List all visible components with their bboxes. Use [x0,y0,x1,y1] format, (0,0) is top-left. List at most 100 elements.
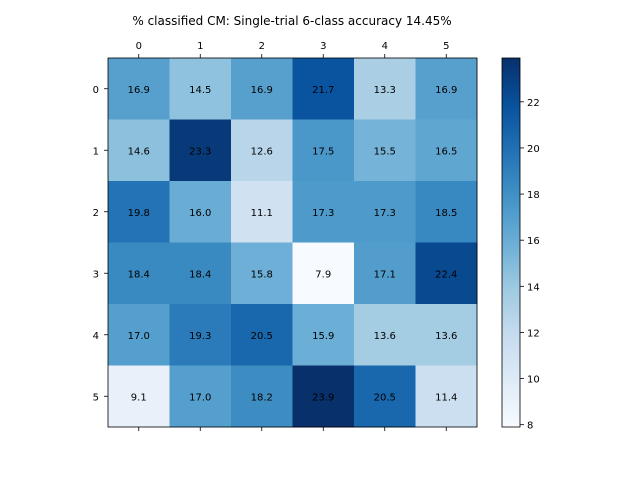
heatmap-cell [415,242,478,305]
cell-value-label: 17.5 [312,146,334,157]
cell-value-label: 16.5 [435,146,457,157]
colorbar-tick-label: 10 [527,375,540,386]
cell-value-label: 15.9 [312,331,334,342]
cell-value-label: 21.7 [312,85,334,96]
colorbar-ticks: 8 10 12 14 16 18 20 22 [520,98,540,432]
y-tick-label: 4 [93,331,99,342]
heatmap-cell [108,119,170,182]
cell-value-label: 17.3 [374,208,396,219]
y-axis-ticks: 0 1 2 3 4 5 [93,85,108,403]
heatmap-cell [354,181,416,243]
heatmap-cell [354,304,416,366]
cell-value-label: 11.4 [435,392,457,403]
cell-value-label: 17.0 [128,331,150,342]
x-tick-label: 1 [197,41,203,52]
cell-value-label: 9.1 [131,392,147,403]
cell-value-label: 18.2 [251,392,273,403]
heatmap-cell [231,119,293,182]
cell-value-label: 18.4 [128,269,150,280]
heatmap-cell [169,58,232,120]
colorbar: 8 10 12 14 16 18 20 22 [501,57,540,432]
heatmap-cell [292,242,355,305]
cell-value-label: 22.4 [435,269,457,280]
y-tick-label: 1 [93,146,99,157]
heatmap-cell [415,181,478,243]
cell-value-label: 14.5 [189,85,211,96]
colorbar-tick-label: 14 [527,282,540,293]
cell-value-label: 16.0 [189,208,211,219]
heatmap-cell [415,58,478,120]
heatmap-cell [292,119,355,182]
heatmap-cell [169,242,232,305]
heatmap-cell [108,365,170,428]
heatmap-cell [354,242,416,305]
heatmap-cell [169,304,232,366]
x-tick-label: 2 [259,41,265,52]
cell-value-label: 12.6 [251,146,273,157]
heatmap-cell [292,365,355,428]
cell-value-label: 18.5 [435,208,457,219]
heatmap-cell [169,181,232,243]
y-tick-label: 0 [93,85,99,96]
heatmap-cell [108,304,170,366]
cell-value-label: 17.0 [189,392,211,403]
cell-value-label: 23.3 [189,146,211,157]
heatmap-cell [292,181,355,243]
heatmap-cell [108,181,170,243]
heatmap-cell [415,119,478,182]
chart-title: % classified CM: Single-trial 6-class ac… [132,14,451,28]
heatmap-cell [169,365,232,428]
heatmap-cell [108,58,170,120]
x-tick-label: 3 [320,41,326,52]
cell-value-label: 19.3 [189,331,211,342]
colorbar-tick-label: 8 [527,421,533,432]
cell-value-label: 19.8 [128,208,150,219]
x-tick-label: 4 [382,41,388,52]
plot-frame [107,57,478,428]
heatmap-cell [415,304,478,366]
cell-value-label: 17.3 [312,208,334,219]
heatmap-cell [231,365,293,428]
heatmap-cell [231,181,293,243]
cell-value-label: 16.9 [251,85,273,96]
cell-value-label: 15.5 [374,146,396,157]
heatmap-cell [354,58,416,120]
colorbar-tick-label: 12 [527,328,540,339]
heatmap-cell [231,58,293,120]
cell-value-label: 13.3 [374,85,396,96]
heatmap-cell [231,242,293,305]
x-tick-label: 5 [443,41,449,52]
heatmap-cell [292,304,355,366]
x-axis-ticks: 0 1 2 3 4 5 [136,41,449,431]
heatmap-cell [292,58,355,120]
heatmap-cell [231,304,293,366]
heatmap-cell [354,119,416,182]
cell-value-label: 20.5 [251,331,273,342]
y-tick-label: 3 [93,269,99,280]
cell-value-label: 23.9 [312,392,334,403]
heatmap-cell [108,242,170,305]
cell-value-label: 16.9 [128,85,150,96]
cell-value-label: 14.6 [128,146,150,157]
heatmap-cell [354,365,416,428]
cell-value-label: 15.8 [251,269,273,280]
heatmap-cell [169,119,232,182]
cell-value-label: 20.5 [374,392,396,403]
heatmap-cell [415,365,478,428]
heatmap-cell-labels: 16.9 14.5 16.9 21.7 13.3 16.9 14.6 23.3 12.6 17.5… [128,85,458,404]
colorbar-tick-label: 20 [527,144,540,155]
heatmap-cells [108,58,478,428]
cell-value-label: 7.9 [315,269,331,280]
cell-value-label: 17.1 [374,269,396,280]
colorbar-tick-label: 16 [527,236,540,247]
x-tick-label: 0 [136,41,142,52]
cell-value-label: 11.1 [251,208,273,219]
colorbar-tick-label: 18 [527,190,540,201]
y-tick-label: 5 [93,392,99,403]
colorbar-gradient [501,57,521,428]
cell-value-label: 13.6 [374,331,396,342]
cell-value-label: 13.6 [435,331,457,342]
y-tick-label: 2 [93,208,99,219]
